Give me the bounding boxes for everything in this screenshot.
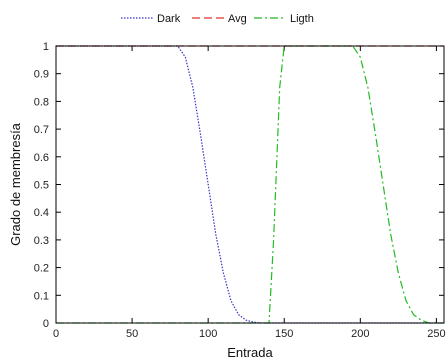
y-tick-label: 0.3	[34, 235, 49, 247]
x-tick-label: 100	[199, 328, 217, 340]
x-tick-label: 150	[275, 328, 293, 340]
y-tick-label: 0.6	[34, 152, 49, 164]
series-line-ligth	[56, 45, 444, 324]
legend-label-dark: Dark	[157, 13, 181, 25]
y-tick-label: 0.2	[34, 263, 49, 275]
plot-frame	[55, 45, 445, 324]
x-tick-label: 200	[351, 328, 369, 340]
x-tick-label: 0	[53, 328, 59, 340]
x-tick-label: 250	[427, 328, 445, 340]
legend: Dark Avg Ligth	[121, 13, 314, 25]
x-tick-label: 50	[126, 328, 138, 340]
x-axis-label: Entrada	[227, 345, 273, 360]
y-tick-label: 0.8	[34, 96, 49, 108]
y-tick-label: 0.9	[34, 69, 49, 81]
y-axis-label: Grado de membresía	[8, 122, 23, 246]
y-tick-label: 0.4	[34, 207, 49, 219]
y-tick-label: 1	[43, 41, 49, 53]
y-tick-label: 0	[43, 318, 49, 330]
legend-label-ligth: Ligth	[290, 13, 314, 25]
y-tick-label: 0.7	[34, 124, 49, 136]
y-tick-label: 0.5	[34, 180, 49, 192]
series-lines	[56, 45, 444, 324]
legend-label-avg: Avg	[228, 13, 247, 25]
y-tick-label: 0.1	[34, 290, 49, 302]
series-line-dark	[56, 45, 444, 324]
